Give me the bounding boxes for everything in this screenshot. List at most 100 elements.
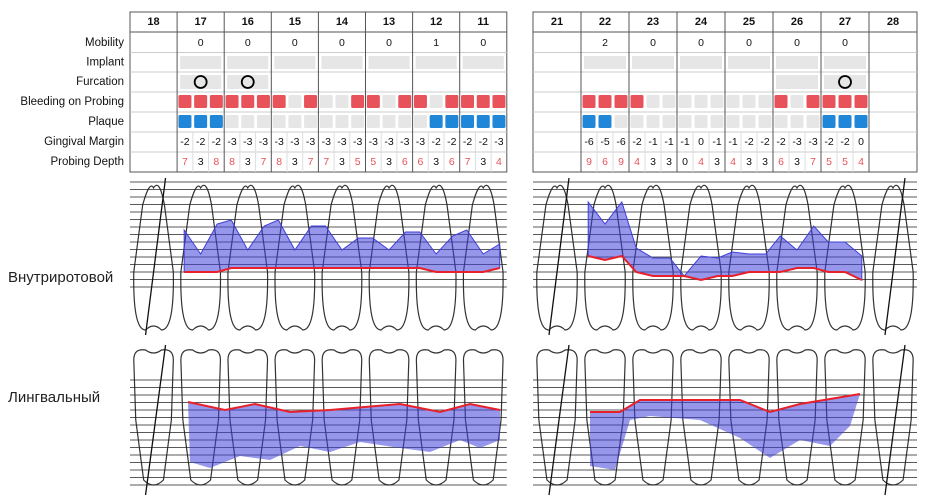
row-label: Mobility — [85, 37, 124, 49]
gingival-margin: -2 — [196, 136, 205, 148]
plaque-site — [209, 115, 223, 128]
gingival-margin: -1 — [680, 136, 689, 148]
view-label: Лингвальный — [8, 389, 100, 406]
bleeding-site — [319, 95, 333, 108]
plaque-site — [710, 115, 724, 128]
gingival-margin: -3 — [306, 136, 315, 148]
bleeding-site — [413, 95, 427, 108]
probing-depth: 6 — [602, 156, 608, 168]
mobility: 0 — [842, 37, 848, 49]
tooth-number: 28 — [887, 16, 899, 28]
plaque-site — [726, 115, 740, 128]
bleeding-site — [614, 95, 628, 108]
tooth-number: 22 — [599, 16, 611, 28]
bleeding-site — [726, 95, 740, 108]
bleeding-site — [694, 95, 708, 108]
probing-depth: 4 — [730, 156, 736, 168]
gingival-margin: -2 — [632, 136, 641, 148]
gingival-margin: -2 — [776, 136, 785, 148]
bleeding-site — [854, 95, 868, 108]
plaque-site — [256, 115, 270, 128]
bleeding-site — [272, 95, 286, 108]
probing-depth: 3 — [433, 156, 439, 168]
gingival-margin: -2 — [212, 136, 221, 148]
row-label: Bleeding on Probing — [20, 96, 124, 108]
plaque-site — [854, 115, 868, 128]
gingival-margin: -1 — [664, 136, 673, 148]
plaque-site — [822, 115, 836, 128]
plaque-site — [630, 115, 644, 128]
bleeding-site — [194, 95, 208, 108]
probing-depth: 6 — [449, 156, 455, 168]
pocket-area — [587, 200, 863, 281]
plaque-site — [382, 115, 396, 128]
probing-depth: 7 — [261, 156, 267, 168]
lingual-margin — [187, 393, 861, 414]
bleeding-site — [256, 95, 270, 108]
probing-depth: 7 — [182, 156, 188, 168]
probing-depth: 0 — [682, 156, 688, 168]
mobility: 0 — [650, 37, 656, 49]
plaque-site — [461, 115, 475, 128]
probing-depth: 3 — [666, 156, 672, 168]
plaque-site — [758, 115, 772, 128]
tooth-number: 17 — [195, 16, 207, 28]
probing-depth: 6 — [418, 156, 424, 168]
mobility: 1 — [433, 37, 439, 49]
tooth-number: 16 — [242, 16, 254, 28]
implant-cell — [462, 56, 504, 69]
gingival-margin: -3 — [792, 136, 801, 148]
bleeding-site — [662, 95, 676, 108]
plaque-site — [178, 115, 192, 128]
plaque-site — [614, 115, 628, 128]
probing-depth: 3 — [245, 156, 251, 168]
gingival-margin: -3 — [416, 136, 425, 148]
probing-depth: 3 — [762, 156, 768, 168]
plaque-site — [272, 115, 286, 128]
tooth-number: 14 — [336, 16, 349, 28]
plaque-site — [304, 115, 318, 128]
mobility: 0 — [292, 37, 298, 49]
probing-depth: 5 — [826, 156, 832, 168]
plaque-site — [662, 115, 676, 128]
gingival-line — [587, 254, 863, 282]
plaque-site — [774, 115, 788, 128]
upper-tooth — [872, 184, 914, 331]
bleeding-site — [806, 95, 820, 108]
bleeding-site — [710, 95, 724, 108]
gingival-margin: -2 — [463, 136, 472, 148]
implant-cell — [584, 56, 626, 69]
bleeding-site — [758, 95, 772, 108]
gingival-line — [184, 267, 500, 273]
gingival-margin: -3 — [400, 136, 409, 148]
tooth-number: 12 — [430, 16, 442, 28]
bleeding-site — [209, 95, 223, 108]
bleeding-site — [445, 95, 459, 108]
tooth-number: 15 — [289, 16, 301, 28]
plaque-site — [429, 115, 443, 128]
implant-cell — [227, 56, 269, 69]
missing-slash — [548, 344, 570, 496]
bleeding-site — [241, 95, 255, 108]
plaque-site — [492, 115, 506, 128]
probing-depth: 7 — [810, 156, 816, 168]
row-label: Probing Depth — [50, 156, 124, 168]
probing-depth: 3 — [386, 156, 392, 168]
plaque-site — [366, 115, 380, 128]
gingival-margin: -3 — [353, 136, 362, 148]
mobility: 0 — [794, 37, 800, 49]
probing-depth: 9 — [618, 156, 624, 168]
probing-depth: 3 — [746, 156, 752, 168]
gingival-margin: -3 — [808, 136, 817, 148]
furcation-cell — [776, 75, 818, 89]
gingival-margin: -2 — [744, 136, 753, 148]
bleeding-site — [335, 95, 349, 108]
bleeding-site — [582, 95, 596, 108]
plaque-site — [678, 115, 692, 128]
gingival-margin: -6 — [616, 136, 625, 148]
probing-depth: 3 — [794, 156, 800, 168]
missing-slash — [548, 177, 570, 336]
gingival-margin: -2 — [840, 136, 849, 148]
row-label: Implant — [86, 56, 125, 68]
gingival-margin: -3 — [243, 136, 252, 148]
